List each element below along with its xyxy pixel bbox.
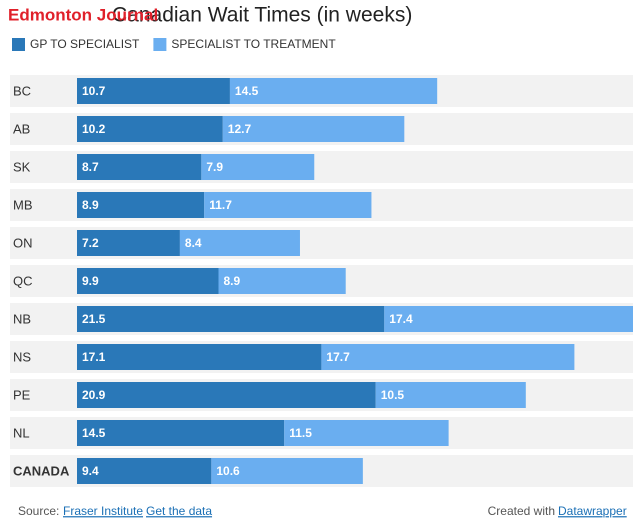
bar — [222, 116, 405, 142]
credit-link[interactable]: Datawrapper — [558, 504, 627, 518]
value-label: 7.2 — [82, 236, 99, 250]
legend-swatch — [153, 38, 167, 51]
value-label: 9.9 — [82, 274, 99, 288]
value-label: 14.5 — [82, 426, 106, 440]
plot: BC 10.7 14.5 AB 10.2 12.7 SK 8.7 7.9 MB 8.9 11.7 ON 7… — [10, 75, 633, 487]
bar — [204, 192, 372, 218]
bar — [218, 268, 346, 294]
value-label: 17.7 — [326, 350, 350, 364]
value-label: 11.5 — [289, 426, 312, 440]
bar — [77, 230, 180, 256]
source-label: Source: — [18, 504, 59, 518]
value-label: 10.6 — [216, 464, 240, 478]
value-label: 12.7 — [228, 122, 252, 136]
credit-label: Created with — [488, 504, 555, 518]
bar — [77, 382, 376, 408]
bar — [321, 344, 575, 370]
category-label: SK — [13, 159, 31, 174]
bar — [211, 458, 363, 484]
value-label: 20.9 — [82, 388, 106, 402]
bar — [229, 78, 438, 104]
value-label: 10.5 — [381, 388, 405, 402]
bar — [77, 116, 223, 142]
value-label: 8.9 — [82, 198, 99, 212]
value-label: 11.7 — [209, 198, 232, 212]
source-link[interactable]: Fraser Institute — [63, 504, 143, 518]
bar — [375, 382, 526, 408]
value-label: 7.9 — [206, 160, 223, 174]
legend-label: SPECIALIST TO TREATMENT — [171, 37, 336, 51]
category-label: NL — [13, 425, 30, 440]
category-label: BC — [13, 83, 31, 98]
value-label: 8.7 — [82, 160, 99, 174]
bar — [77, 420, 285, 446]
bar — [77, 78, 230, 104]
value-label: 14.5 — [235, 84, 259, 98]
legend-label: GP TO SPECIALIST — [30, 37, 140, 51]
legend-swatch — [12, 38, 25, 51]
bar — [77, 154, 202, 180]
value-label: 9.4 — [82, 464, 99, 478]
chart-title: Canadian Wait Times (in weeks) — [112, 4, 412, 27]
category-label: ON — [13, 235, 33, 250]
category-label: CANADA — [13, 463, 70, 478]
value-label: 10.2 — [82, 122, 106, 136]
value-label: 17.1 — [82, 350, 106, 364]
value-label: 8.9 — [224, 274, 241, 288]
category-label: NB — [13, 311, 31, 326]
bar — [201, 154, 315, 180]
category-label: PE — [13, 387, 31, 402]
bar — [179, 230, 300, 256]
value-label: 8.4 — [185, 236, 202, 250]
data-link[interactable]: Get the data — [146, 504, 212, 518]
category-label: NS — [13, 349, 31, 364]
bar — [77, 458, 212, 484]
value-label: 21.5 — [82, 312, 106, 326]
bar — [77, 192, 205, 218]
value-label: 17.4 — [389, 312, 413, 326]
bar — [384, 306, 633, 332]
category-label: MB — [13, 197, 33, 212]
category-label: QC — [13, 273, 33, 288]
overlay-label: Edmonton Journal — [8, 5, 158, 24]
bar — [77, 306, 385, 332]
category-label: AB — [13, 121, 30, 136]
legend: GP TO SPECIALIST SPECIALIST TO TREATMENT — [12, 37, 336, 51]
bar — [77, 344, 322, 370]
value-label: 10.7 — [82, 84, 106, 98]
bar — [77, 268, 219, 294]
bar — [284, 420, 449, 446]
